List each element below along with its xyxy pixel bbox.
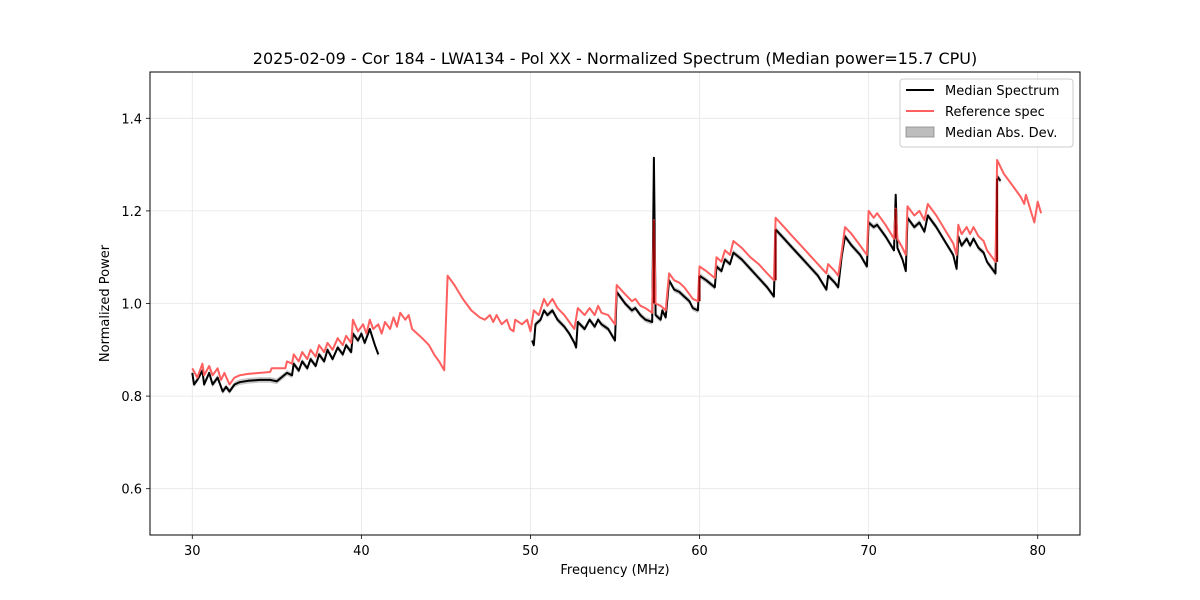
chart-title: 2025-02-09 - Cor 184 - LWA134 - Pol XX -… <box>253 49 977 68</box>
x-tick-label: 60 <box>691 544 708 559</box>
y-axis-label: Normalized Power <box>98 244 113 362</box>
reference-spec-line <box>191 159 1043 386</box>
axis-layer: 30 40 50 60 70 80 0.6 0.8 1.0 1.2 1.4 <box>121 112 1046 559</box>
legend-label-reference: Reference spec <box>945 105 1045 120</box>
y-tick-label: 1.2 <box>121 205 142 220</box>
legend: Median Spectrum Reference spec Median Ab… <box>899 78 1074 148</box>
legend-swatch-mad <box>905 126 935 138</box>
median-spectrum-line <box>191 328 380 393</box>
x-tick-label: 80 <box>1029 544 1046 559</box>
median-spectrum-line <box>531 156 1002 349</box>
x-tick-label: 30 <box>184 544 201 559</box>
data-layer <box>191 154 1043 395</box>
x-tick-label: 40 <box>353 544 370 559</box>
y-tick-label: 1.4 <box>121 112 142 127</box>
legend-label-median: Median Spectrum <box>945 84 1059 99</box>
x-axis-label: Frequency (MHz) <box>560 563 669 578</box>
legend-label-mad: Median Abs. Dev. <box>945 126 1057 141</box>
y-tick-label: 0.6 <box>121 483 142 498</box>
y-tick-label: 1.0 <box>121 298 142 313</box>
y-tick-label: 0.8 <box>121 390 142 405</box>
x-tick-label: 50 <box>522 544 539 559</box>
x-tick-label: 70 <box>860 544 877 559</box>
legend-box <box>899 78 1074 148</box>
